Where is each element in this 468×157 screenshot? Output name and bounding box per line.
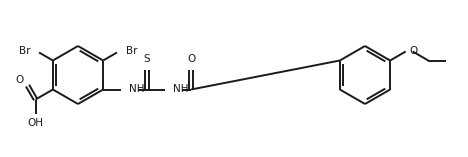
Text: Br: Br: [126, 46, 138, 57]
Text: O: O: [15, 75, 23, 85]
Text: O: O: [410, 46, 418, 56]
Text: Br: Br: [19, 46, 30, 57]
Text: OH: OH: [28, 119, 44, 128]
Text: NH: NH: [173, 84, 189, 95]
Text: NH: NH: [129, 84, 145, 95]
Text: O: O: [187, 54, 195, 63]
Text: S: S: [144, 54, 150, 63]
